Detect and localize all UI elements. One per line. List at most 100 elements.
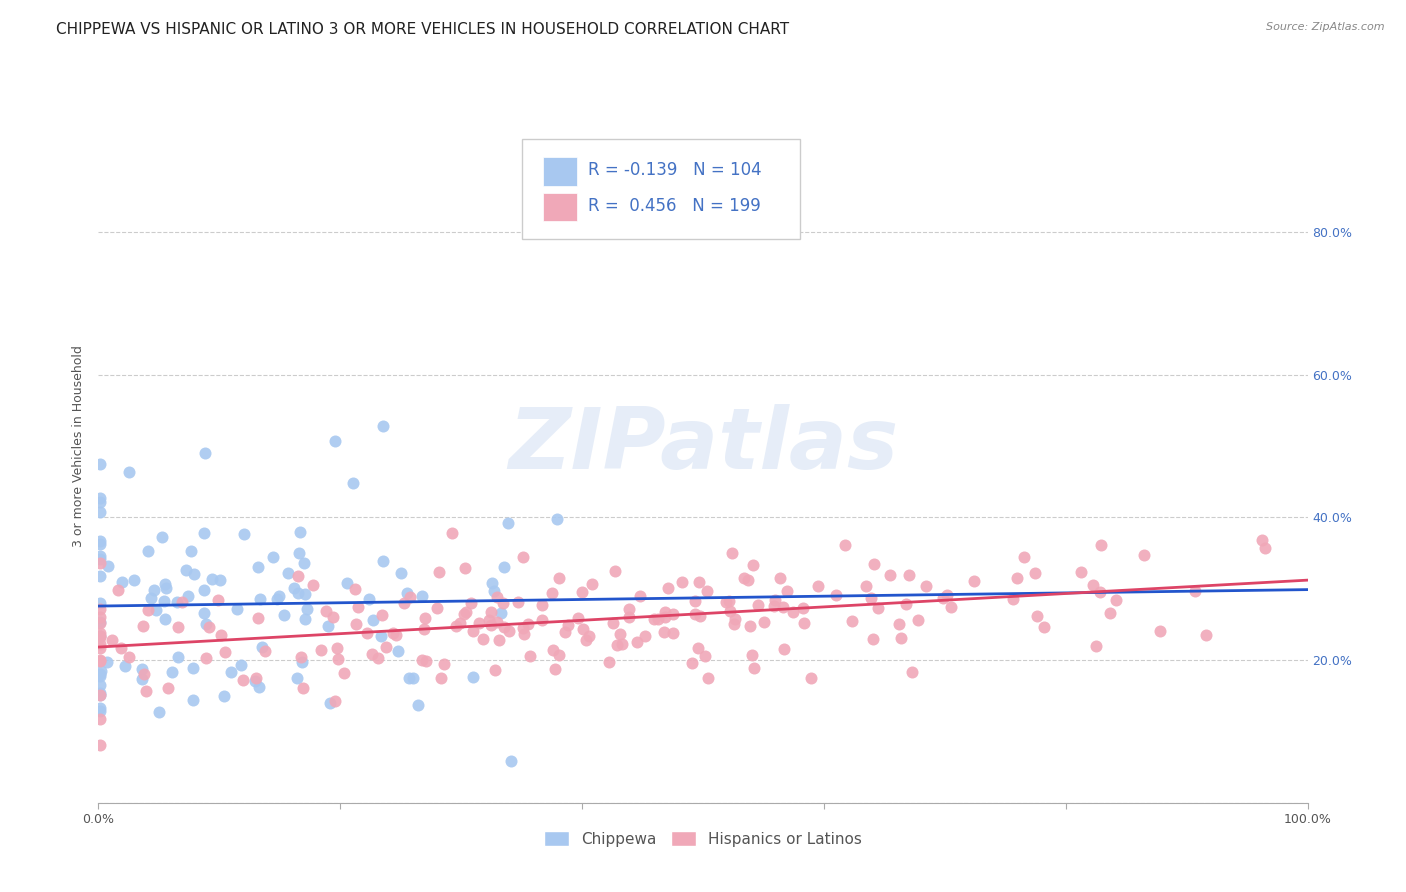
- Point: [194, 446, 217, 460]
- Point: [742, 558, 765, 573]
- Point: [467, 615, 489, 630]
- Point: [1099, 606, 1122, 620]
- Point: [89, 701, 111, 715]
- Point: [326, 651, 349, 665]
- Point: [89, 495, 111, 509]
- Point: [89, 491, 111, 506]
- Point: [291, 655, 314, 669]
- Point: [114, 658, 136, 673]
- Point: [696, 583, 718, 598]
- Point: [245, 671, 267, 685]
- Point: [689, 609, 711, 624]
- Point: [89, 549, 111, 564]
- Point: [131, 672, 153, 686]
- FancyBboxPatch shape: [522, 139, 800, 239]
- Point: [89, 457, 111, 471]
- Point: [477, 613, 499, 627]
- Point: [288, 524, 311, 539]
- Point: [371, 554, 394, 568]
- Point: [89, 534, 111, 549]
- Point: [485, 615, 508, 630]
- Point: [226, 602, 249, 616]
- Point: [862, 558, 884, 572]
- Point: [131, 662, 153, 676]
- Point: [513, 627, 536, 641]
- Text: Source: ZipAtlas.com: Source: ZipAtlas.com: [1267, 22, 1385, 32]
- Point: [371, 419, 394, 434]
- Point: [181, 661, 204, 675]
- Point: [654, 610, 676, 624]
- Point: [488, 633, 510, 648]
- Point: [398, 671, 420, 685]
- Point: [907, 613, 929, 627]
- Point: [498, 516, 520, 530]
- Point: [484, 663, 506, 677]
- Point: [231, 658, 253, 673]
- Point: [89, 688, 111, 702]
- Point: [1133, 548, 1156, 562]
- Point: [262, 549, 284, 564]
- Point: [399, 590, 422, 604]
- Point: [1195, 628, 1218, 642]
- Point: [486, 591, 509, 605]
- Point: [384, 628, 406, 642]
- Point: [89, 669, 111, 683]
- Point: [481, 576, 503, 591]
- Point: [287, 585, 309, 599]
- Point: [747, 599, 769, 613]
- Point: [782, 606, 804, 620]
- Point: [626, 634, 648, 648]
- Point: [546, 512, 568, 526]
- Point: [267, 589, 290, 603]
- Point: [721, 545, 744, 559]
- Point: [367, 651, 389, 665]
- Point: [898, 567, 921, 582]
- Point: [793, 616, 815, 631]
- Point: [332, 665, 354, 680]
- Point: [1033, 620, 1056, 634]
- Point: [718, 604, 741, 618]
- Point: [325, 434, 347, 449]
- Point: [371, 608, 394, 623]
- Point: [772, 599, 794, 614]
- Point: [89, 629, 111, 643]
- Point: [543, 643, 565, 657]
- Point: [342, 476, 364, 491]
- Point: [89, 537, 111, 551]
- Point: [111, 574, 134, 589]
- Point: [763, 599, 786, 613]
- Point: [519, 649, 541, 664]
- Point: [1250, 533, 1272, 547]
- Point: [343, 582, 366, 596]
- Point: [1005, 571, 1028, 585]
- Point: [89, 629, 111, 643]
- Point: [360, 647, 382, 661]
- Point: [1105, 592, 1128, 607]
- Point: [516, 617, 538, 632]
- Point: [841, 615, 863, 629]
- Point: [292, 556, 315, 570]
- Point: [287, 569, 309, 583]
- Point: [769, 571, 792, 585]
- Point: [657, 581, 679, 595]
- Point: [733, 571, 755, 585]
- Point: [212, 690, 235, 704]
- Point: [363, 613, 385, 627]
- Point: [97, 558, 120, 573]
- Point: [89, 615, 111, 630]
- Point: [461, 624, 484, 639]
- Point: [382, 626, 405, 640]
- Point: [506, 594, 529, 608]
- Point: [170, 594, 193, 608]
- Point: [939, 600, 962, 615]
- Point: [411, 589, 433, 603]
- Point: [193, 526, 215, 541]
- Point: [183, 566, 205, 581]
- Point: [252, 640, 274, 654]
- Point: [195, 651, 218, 665]
- Text: CHIPPEWA VS HISPANIC OR LATINO 3 OR MORE VEHICLES IN HOUSEHOLD CORRELATION CHART: CHIPPEWA VS HISPANIC OR LATINO 3 OR MORE…: [56, 22, 789, 37]
- Point: [142, 582, 165, 597]
- Point: [100, 633, 122, 648]
- Point: [96, 655, 118, 669]
- Point: [207, 592, 229, 607]
